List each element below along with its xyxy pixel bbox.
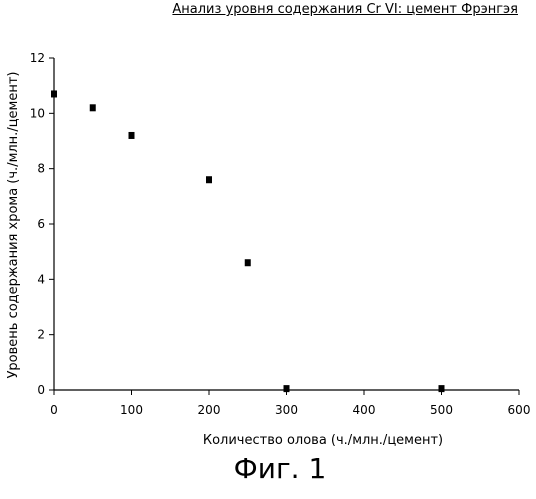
data-point <box>245 259 251 266</box>
axes <box>54 58 519 390</box>
data-point <box>90 104 96 111</box>
y-tick-label: 0 <box>37 383 45 397</box>
data-point <box>284 385 290 392</box>
x-tick-label: 100 <box>120 403 143 417</box>
y-tick-label: 4 <box>37 272 45 286</box>
y-tick-label: 10 <box>30 106 45 120</box>
data-point <box>206 176 212 183</box>
data-point <box>51 90 57 97</box>
x-axis-label: Количество олова (ч./млн./цемент) <box>203 433 443 448</box>
data-point <box>129 132 135 139</box>
x-tick-label: 600 <box>508 403 531 417</box>
data-point <box>439 385 445 392</box>
y-tick-label: 6 <box>37 217 45 231</box>
x-tick-label: 0 <box>50 403 58 417</box>
x-tick-label: 300 <box>275 403 298 417</box>
x-tick-label: 400 <box>353 403 376 417</box>
data-points <box>51 90 445 392</box>
y-tick-label: 2 <box>37 328 45 342</box>
y-axis-label: Уровень содержания хрома (ч./млн./цемент… <box>6 72 21 379</box>
y-tick-label: 12 <box>30 51 45 65</box>
axis-ticks: 0 100 200 300 400 500 600 0 2 4 6 8 10 12 <box>30 51 531 417</box>
figure-caption: Фиг. 1 <box>0 452 536 485</box>
x-tick-label: 500 <box>430 403 453 417</box>
x-tick-label: 200 <box>198 403 221 417</box>
y-tick-label: 8 <box>37 162 45 176</box>
